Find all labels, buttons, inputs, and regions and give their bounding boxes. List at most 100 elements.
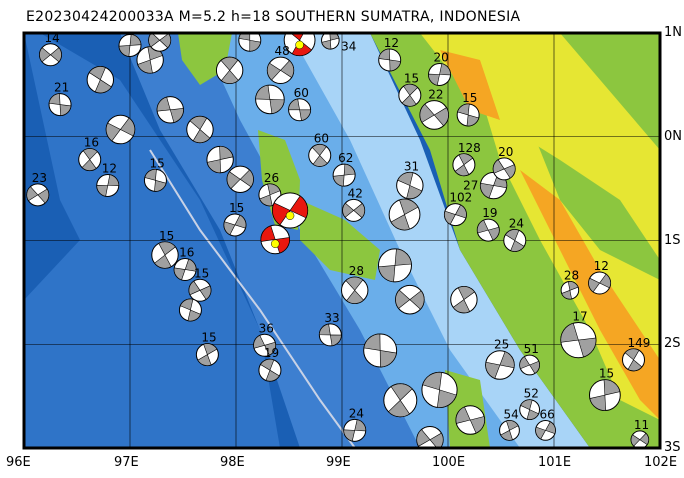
focal-mechanism-beachball[interactable] (455, 405, 486, 435)
compression-quadrant (503, 164, 516, 179)
compression-quadrant (395, 289, 411, 309)
focal-mechanism-beachball[interactable]: 17 (560, 310, 597, 359)
focal-mechanism-beachball[interactable] (421, 371, 458, 408)
main-event-beachball[interactable] (283, 25, 316, 57)
focal-mechanism-beachball[interactable]: 48 (266, 44, 295, 85)
focal-mechanism-beachball[interactable]: 60 (288, 86, 312, 122)
focal-mechanism-beachball[interactable]: 60 (308, 131, 332, 167)
focal-mechanism-beachball[interactable] (395, 284, 425, 315)
focal-mechanism-beachball[interactable]: 66 (535, 407, 556, 441)
epicenter-marker (270, 239, 280, 249)
compression-quadrant (390, 383, 413, 401)
focal-mechanism-beachball[interactable]: 20 (428, 51, 452, 86)
focal-mechanisms: 1421161223151516151515361926344860606242… (26, 25, 651, 453)
focal-mechanism-beachball[interactable]: 22 (419, 88, 450, 130)
focal-mechanism-beachball[interactable] (186, 115, 214, 144)
focal-mechanism-beachball[interactable] (255, 84, 285, 115)
highland-1 (440, 50, 500, 120)
focal-mechanism-beachball[interactable]: 24 (343, 406, 367, 442)
focal-mechanism-beachball[interactable] (416, 426, 444, 453)
compression-quadrant (199, 285, 212, 300)
trench-line (149, 149, 356, 448)
focal-mechanism-beachball[interactable]: 54 (499, 407, 520, 441)
focal-mechanism-beachball[interactable]: 52 (519, 387, 541, 421)
focal-mechanism-beachball[interactable]: 128 (452, 141, 481, 177)
focal-mechanism-beachball[interactable]: 12 (588, 259, 612, 295)
focal-mechanism-beachball[interactable] (226, 165, 254, 193)
compression-quadrant (389, 59, 401, 72)
depth-label: 128 (458, 141, 481, 155)
focal-mechanism-beachball[interactable]: 12 (378, 36, 402, 72)
compression-quadrant (280, 60, 295, 78)
focal-mechanism-beachball[interactable]: 51 (519, 342, 541, 376)
focal-mechanism-beachball[interactable]: 28 (341, 264, 369, 304)
compression-quadrant (457, 286, 476, 301)
focal-mechanism-beachball[interactable]: 15 (456, 91, 480, 127)
focal-mechanism-beachball[interactable]: 11 (630, 418, 650, 449)
focal-mechanism-beachball[interactable]: 15 (188, 266, 212, 302)
focal-mechanism-beachball[interactable]: 34 (321, 31, 357, 53)
compression-quadrant (397, 172, 414, 186)
compression-quadrant (219, 146, 234, 160)
focal-mechanism-beachball[interactable]: 19 (258, 346, 282, 382)
focal-mechanism-beachball[interactable] (148, 29, 172, 52)
compression-quadrant (158, 241, 176, 256)
depth-label: 15 (201, 331, 216, 345)
compression-quadrant (48, 93, 61, 105)
focal-mechanism-beachball[interactable]: 25 (485, 338, 515, 380)
focal-mechanism-beachball[interactable]: 16 (173, 246, 197, 282)
focal-mechanism-beachball[interactable]: 15 (195, 331, 219, 367)
focal-mechanism-beachball[interactable]: 28 (560, 269, 580, 300)
focal-mechanism-beachball[interactable]: 24 (503, 217, 527, 252)
depth-label: 28 (349, 264, 364, 278)
focal-mechanism-beachball[interactable]: 31 (396, 159, 424, 200)
compression-quadrant (289, 195, 308, 219)
focal-mechanism-beachball[interactable]: 15 (143, 156, 167, 192)
latitude-label: 2S (664, 336, 681, 352)
focal-mechanism-beachball[interactable]: 42 (342, 186, 366, 222)
focal-mechanism-beachball[interactable]: 33 (318, 311, 342, 347)
focal-mechanism-beachball[interactable]: 21 (48, 81, 72, 117)
focal-mechanism-beachball[interactable] (105, 114, 136, 145)
focal-mechanism-beachball[interactable] (206, 145, 234, 174)
depth-label: 34 (341, 39, 356, 53)
depth-label: 14 (45, 31, 60, 45)
focal-mechanism-beachball[interactable]: 15 (588, 367, 621, 411)
sipora-island (300, 200, 380, 280)
focal-mechanism-beachball[interactable]: 23 (26, 171, 50, 207)
compression-quadrant (343, 163, 356, 176)
focal-mechanism-beachball[interactable] (118, 33, 142, 57)
focal-mechanism-beachball[interactable] (363, 333, 398, 368)
focal-mechanism-beachball[interactable] (450, 285, 478, 314)
focal-mechanism-beachball[interactable]: 14 (39, 31, 62, 67)
focal-mechanism-beachball[interactable] (156, 96, 184, 124)
focal-mechanism-beachball[interactable] (238, 29, 262, 52)
compression-quadrant (154, 254, 172, 269)
focal-mechanism-beachball[interactable] (178, 298, 202, 322)
focal-mechanism-beachball[interactable]: 15 (151, 229, 179, 269)
compression-quadrant (378, 48, 391, 61)
focal-mechanism-beachball[interactable]: 20 (492, 145, 516, 181)
focal-mechanism-beachball[interactable]: 15 (223, 201, 247, 237)
focal-mechanism-beachball[interactable] (215, 56, 244, 85)
compression-quadrant (454, 204, 467, 219)
focal-mechanism-beachball[interactable]: 62 (332, 151, 356, 187)
focal-mechanism-beachball[interactable] (86, 65, 115, 94)
compression-quadrant (363, 333, 381, 351)
focal-mechanism-beachball[interactable] (388, 198, 421, 231)
focal-mechanism-beachball[interactable]: 149 (622, 336, 651, 372)
main-event-beachball[interactable] (271, 192, 309, 229)
focal-mechanism-beachball[interactable]: 102 (443, 191, 472, 227)
focal-mechanism-beachball[interactable]: 16 (78, 136, 102, 172)
focal-mechanism-beachball[interactable]: 12 (96, 162, 120, 198)
focal-mechanism-beachball[interactable]: 15 (398, 71, 422, 107)
focal-mechanism-beachball[interactable] (378, 248, 412, 283)
focal-mechanism-beachball[interactable]: 36 (253, 321, 277, 357)
focal-mechanism-beachball[interactable]: 19 (476, 206, 500, 242)
focal-mechanism-beachball[interactable] (136, 46, 164, 74)
depth-label: 60 (294, 86, 309, 100)
compression-quadrant (510, 240, 525, 252)
depth-label: 54 (503, 407, 518, 421)
main-event-beachball[interactable] (260, 224, 291, 255)
focal-mechanism-beachball[interactable] (383, 383, 418, 418)
